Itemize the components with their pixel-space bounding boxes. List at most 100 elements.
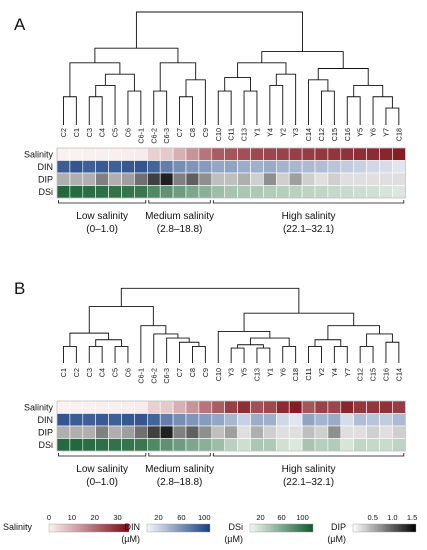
- heatmap-cell: [69, 438, 84, 452]
- heatmap-cell: [69, 425, 84, 439]
- heatmap-cell: [172, 160, 187, 174]
- heatmap-frame: [56, 147, 406, 199]
- sample-label: C11: [304, 368, 313, 381]
- heatmap-cell: [82, 185, 97, 199]
- heatmap-cell: [379, 147, 393, 161]
- heatmap-cell: [340, 400, 354, 414]
- heatmap-cell: [56, 425, 71, 439]
- dendrogram-branch: [88, 345, 103, 363]
- heatmap-cell: [366, 160, 380, 174]
- panel-a: A C2 C1 C3 C4 C5 C6 C6-1 C6-2 C6-3 C7 C8 C9 C10 C11 C13…: [14, 11, 406, 235]
- heatmap-cell: [172, 413, 187, 427]
- sample-label: C6-2: [149, 368, 158, 384]
- heatmap-cell: [250, 413, 264, 427]
- heatmap-cell: [198, 172, 213, 186]
- heatmap-cell: [327, 438, 342, 452]
- dendrogram-branch: [333, 345, 348, 363]
- dendrogram-branch: [104, 73, 135, 92]
- sample-label: C7: [175, 368, 184, 377]
- sample-label: C6-3: [162, 368, 171, 384]
- dendrogram-branch: [153, 90, 168, 125]
- heatmap-cell: [366, 413, 380, 427]
- heatmap-cell: [198, 438, 213, 452]
- heatmap-cell: [134, 172, 148, 186]
- dendrogram-branch: [359, 345, 374, 363]
- row-label: DSi: [38, 187, 53, 197]
- group-range: (22.1–32.1): [283, 224, 334, 235]
- heatmap-cell: [237, 185, 251, 199]
- heatmap-cell: [353, 147, 367, 161]
- heatmap-cell: [237, 425, 251, 439]
- sample-label: C14: [304, 128, 313, 141]
- heatmap-cell: [288, 160, 303, 174]
- dendrogram-branch: [237, 62, 287, 78]
- dendrogram-branch: [120, 287, 300, 314]
- dendrogram-branch: [327, 325, 380, 340]
- heatmap-cell: [172, 400, 187, 414]
- heatmap-cell: [185, 185, 200, 199]
- sample-label: C6-1: [136, 128, 145, 144]
- heatmap-cell: [198, 425, 213, 439]
- dendrogram-branch: [256, 347, 271, 363]
- heatmap-cell: [121, 438, 135, 452]
- sample-label: Y1: [265, 368, 274, 377]
- heatmap-cell: [327, 160, 342, 174]
- heatmap-cell: [275, 185, 290, 199]
- heatmap-cell: [147, 185, 161, 199]
- legend-unit: (µM): [327, 534, 346, 544]
- heatmap-cell: [353, 425, 367, 439]
- sample-label: C4: [98, 368, 107, 377]
- dendrogram-branch: [237, 344, 264, 349]
- legend-din: DIN (µM) 20 60 100: [121, 513, 210, 544]
- sample-label: Y7: [381, 128, 390, 137]
- sample-label: C6-3: [162, 128, 171, 144]
- sample-label: C13: [240, 128, 249, 141]
- heatmap-cell: [224, 172, 238, 186]
- sample-label: C1: [72, 128, 81, 137]
- heatmap-cell: [327, 400, 342, 414]
- heatmap-cell: [392, 400, 406, 414]
- heatmap-cell: [159, 185, 174, 199]
- heatmap-cell: [224, 438, 238, 452]
- heatmap-cell: [275, 160, 290, 174]
- dendrogram-branch: [385, 341, 400, 363]
- legend-tick-label: 20: [256, 513, 264, 522]
- row-label: Salinity: [24, 150, 54, 160]
- heatmap-cell: [224, 160, 238, 174]
- heatmap-cell: [121, 172, 135, 186]
- legend-colorbar: [48, 523, 130, 533]
- group-label: Low salinity: [76, 464, 128, 475]
- heatmap-cell: [392, 147, 406, 161]
- dendrogram-branch: [282, 345, 297, 363]
- heatmap-cell: [237, 147, 251, 161]
- legend-name: DSi: [228, 522, 243, 532]
- row-label: Salinity: [24, 403, 54, 413]
- heatmap-cell: [95, 413, 109, 427]
- row-label: DIP: [38, 428, 53, 438]
- heatmap-cell: [159, 413, 174, 427]
- heatmap-cell: [263, 172, 277, 186]
- sample-label: C16: [381, 368, 390, 381]
- heatmap-cell: [288, 185, 303, 199]
- heatmap-cell: [392, 185, 406, 199]
- sample-label: C6: [123, 368, 132, 377]
- row-label: DIN: [38, 162, 54, 172]
- heatmap-cell: [314, 185, 329, 199]
- sample-label: C6-2: [149, 128, 158, 144]
- heatmap-cell: [198, 400, 213, 414]
- heatmap-cell: [159, 160, 174, 174]
- dendrogram-branch: [308, 79, 329, 125]
- heatmap-cell: [159, 400, 174, 414]
- heatmap-cell: [275, 400, 290, 414]
- group-bracket: [212, 200, 405, 204]
- group-bracket: [148, 200, 211, 204]
- heatmap-cell: [69, 400, 84, 414]
- heatmap-cell: [211, 400, 226, 414]
- heatmap-cell: [288, 413, 303, 427]
- sample-label: Y2: [278, 128, 287, 137]
- sample-label: C3: [85, 128, 94, 137]
- row-label: DIP: [38, 175, 53, 185]
- heatmap-cell: [198, 147, 213, 161]
- heatmap-cell: [134, 160, 148, 174]
